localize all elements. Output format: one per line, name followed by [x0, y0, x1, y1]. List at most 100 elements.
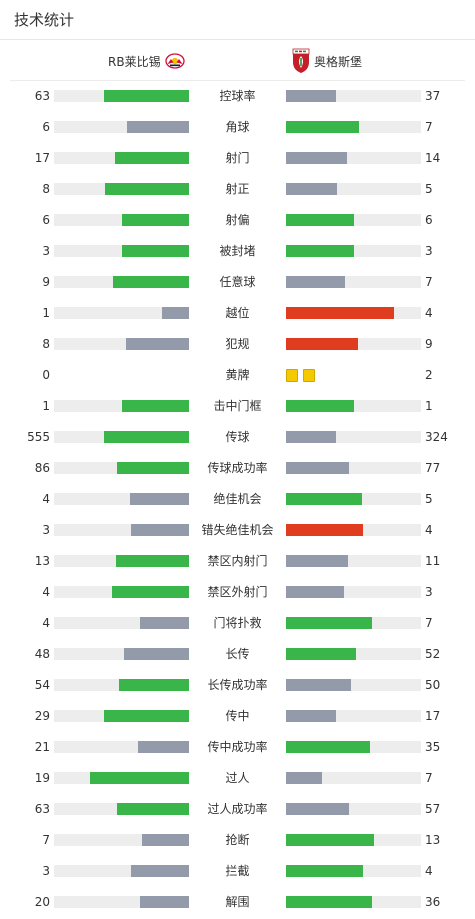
- away-stat-bar-fill: [286, 183, 338, 195]
- away-stat-bar-track: [286, 338, 421, 350]
- home-stat-bar-fill: [137, 741, 189, 753]
- stat-row: 6 射偏 6: [0, 205, 475, 236]
- away-stat-bar-track: [286, 307, 421, 319]
- home-stat-bar-fill: [113, 276, 189, 288]
- home-stat-value: 6: [42, 213, 50, 227]
- away-stat-bar-fill: [286, 772, 323, 784]
- away-stat-bar-fill: [286, 679, 351, 691]
- header: 技术统计: [0, 0, 475, 40]
- away-stat-bar-fill: [286, 555, 349, 567]
- stat-label: 射偏: [225, 213, 250, 227]
- stat-label: 控球率: [219, 89, 256, 103]
- home-stat-value: 1: [42, 306, 50, 320]
- home-stat-bar-fill: [140, 896, 189, 908]
- stat-label: 禁区外射门: [207, 585, 268, 599]
- away-stat-bar-fill: [286, 710, 336, 722]
- stat-label: 门将扑救: [213, 616, 262, 630]
- home-stat-bar-track: [54, 245, 189, 257]
- away-stat-bar-fill: [286, 617, 373, 629]
- away-stat-bar-track: [286, 462, 421, 474]
- away-stat-bar-fill: [286, 152, 347, 164]
- rb-leipzig-logo-icon: [164, 53, 185, 69]
- home-stat-bar-fill: [90, 772, 189, 784]
- stat-row: 3 被封堵 3: [0, 236, 475, 267]
- home-stat-value: 7: [42, 833, 50, 847]
- stat-label: 错失绝佳机会: [201, 523, 274, 537]
- home-stat-bar-fill: [116, 555, 189, 567]
- home-stat-value: 3: [42, 864, 50, 878]
- stat-label: 抢断: [225, 833, 250, 847]
- away-stat-bar-track: [286, 834, 421, 846]
- home-stat-bar-track: [54, 679, 189, 691]
- stat-label: 越位: [225, 306, 250, 320]
- stat-row: 3 错失绝佳机会 4: [0, 515, 475, 546]
- away-yellow-cards: [286, 367, 320, 382]
- away-stat-bar-fill: [286, 896, 373, 908]
- home-stat-value: 4: [42, 616, 50, 630]
- stat-row: 1 越位 4: [0, 298, 475, 329]
- away-stat-bar-fill: [286, 214, 354, 226]
- home-stat-bar-fill: [117, 803, 189, 815]
- home-stat-bar-track: [54, 834, 189, 846]
- stat-label: 禁区内射门: [207, 554, 268, 568]
- home-stat-bar-track: [54, 524, 189, 536]
- home-stat-bar-fill: [103, 710, 189, 722]
- stat-label: 犯规: [225, 337, 250, 351]
- home-stat-bar-track: [54, 586, 189, 598]
- away-stat-bar-fill: [286, 803, 350, 815]
- away-stat-value: 4: [425, 523, 433, 537]
- home-stat-bar-track: [54, 648, 189, 660]
- home-stat-bar-track: [54, 431, 189, 443]
- home-stat-value: 86: [34, 461, 50, 475]
- home-stat-bar-fill: [130, 865, 189, 877]
- home-stat-bar-track: [54, 121, 189, 133]
- away-stat-bar-track: [286, 648, 421, 660]
- home-stat-bar-track: [54, 338, 189, 350]
- stat-row: 6 角球 7: [0, 112, 475, 143]
- away-stat-bar-fill: [286, 431, 336, 443]
- home-team[interactable]: RB莱比锡: [108, 41, 185, 81]
- home-stat-bar-track: [54, 772, 189, 784]
- home-stat-bar-fill: [105, 183, 189, 195]
- stat-label: 传中成功率: [207, 740, 268, 754]
- home-stat-bar-track: [54, 617, 189, 629]
- away-stat-bar-fill: [286, 865, 363, 877]
- home-stat-bar-fill: [103, 431, 189, 443]
- away-stat-bar-track: [286, 121, 421, 133]
- away-stat-bar-track: [286, 896, 421, 908]
- home-stat-value: 20: [34, 895, 50, 909]
- away-stat-value: 17: [425, 709, 441, 723]
- stat-row: 21 传中成功率 35: [0, 732, 475, 763]
- away-stat-value: 35: [425, 740, 441, 754]
- stat-row: 48 长传 52: [0, 639, 475, 670]
- stat-row: 555 传球 324: [0, 422, 475, 453]
- stat-label: 长传成功率: [207, 678, 268, 692]
- home-stat-bar-fill: [129, 493, 189, 505]
- home-stat-bar-track: [54, 307, 189, 319]
- away-stat-value: 36: [425, 895, 441, 909]
- away-stat-value: 11: [425, 554, 441, 568]
- stat-label: 角球: [225, 120, 250, 134]
- stat-row: 4 禁区外射门 3: [0, 577, 475, 608]
- away-stat-bar-fill: [286, 524, 363, 536]
- stat-label: 绝佳机会: [213, 492, 262, 506]
- away-stat-value: 4: [425, 306, 433, 320]
- away-stat-bar-track: [286, 741, 421, 753]
- away-stat-value: 2: [425, 368, 433, 382]
- home-stat-bar-fill: [121, 214, 189, 226]
- stat-label: 传中: [225, 709, 250, 723]
- away-stat-bar-fill: [286, 276, 346, 288]
- yellow-card-icon: [303, 369, 315, 382]
- away-stat-bar-track: [286, 617, 421, 629]
- away-stat-value: 4: [425, 864, 433, 878]
- away-stat-value: 5: [425, 492, 433, 506]
- stat-label: 拦截: [225, 864, 250, 878]
- home-stat-bar-fill: [121, 400, 189, 412]
- home-stat-bar-fill: [125, 338, 189, 350]
- home-stat-value: 555: [27, 430, 50, 444]
- away-team[interactable]: 奥格斯堡: [292, 41, 362, 81]
- stat-label: 射正: [225, 182, 250, 196]
- away-stat-value: 5: [425, 182, 433, 196]
- home-stat-bar-fill: [141, 834, 189, 846]
- home-stat-bar-track: [54, 152, 189, 164]
